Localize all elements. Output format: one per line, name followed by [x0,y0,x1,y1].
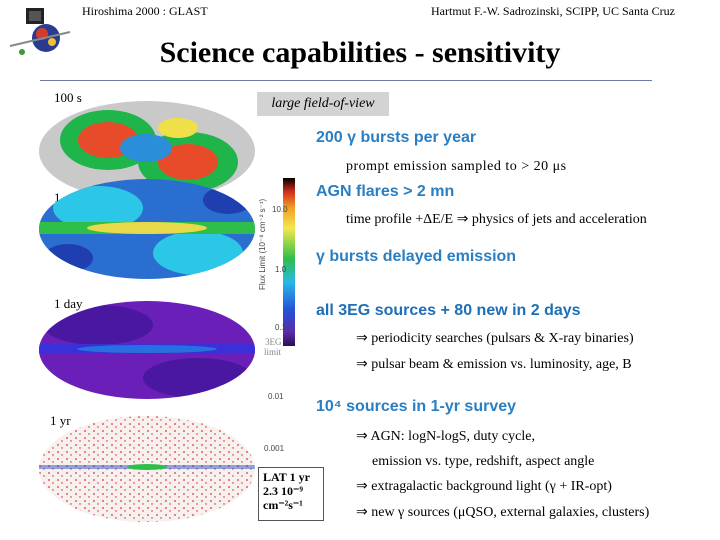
lat-sensitivity-box: LAT 1 yr 2.3 10⁻⁹ cm⁻²s⁻¹ [258,467,324,521]
egret-limit-line2: limit [264,347,282,357]
header-right: Hartmut F.-W. Sadrozinski, SCIPP, UC San… [431,4,675,18]
survey-sources: 10⁴ sources in 1-yr survey [316,398,517,415]
egret-sources: all 3EG sources + 80 new in 2 days [316,302,581,319]
tick-0-01: 0.01 [268,392,284,401]
emission-type: emission vs. type, redshift, aspect angl… [372,454,595,469]
time-profile: time profile +ΔE/E ⇒ physics of jets and… [346,212,647,227]
prompt-emission: prompt emission sampled to > 20 μs [346,159,567,174]
periodicity: ⇒ periodicity searches (pulsars & X-ray … [356,331,634,346]
flux-colorbar [283,178,295,346]
page-title: Science capabilities - sensitivity [159,36,561,69]
delayed-emission: γ bursts delayed emission [316,248,517,265]
pulsar-beam: ⇒ pulsar beam & emission vs. luminosity,… [356,357,632,372]
colorbar-axis-label: Flux Limit (10⁻⁸ cm⁻² s⁻¹) [258,198,267,290]
tick-10: 10.0 [272,205,288,214]
tick-1: 1.0 [275,265,287,274]
new-sources: ⇒ new γ sources (μQSO, external galaxies… [356,505,650,520]
sky-map-1yr [39,416,255,522]
sky-label-1yr: 1 yr [50,413,71,428]
agn-logn: ⇒ AGN: logN-logS, duty cycle, [356,429,535,444]
header-left: Hiroshima 2000 : GLAST [82,4,208,18]
egret-limit-line1: 3EG [265,337,282,347]
title-divider [40,80,652,81]
sky-map-1day [39,301,255,399]
extragalactic-background: ⇒ extragalactic background light (γ + IR… [356,479,612,494]
agn-flares: AGN flares > 2 mn [316,183,455,200]
lat-line3: cm⁻²s⁻¹ [263,498,303,512]
glast-logo-icon [9,8,71,55]
field-of-view-label: large field-of-view [257,92,389,116]
sky-label-1day: 1 day [54,296,83,311]
tick-0-001: 0.001 [264,444,285,453]
tick-0-1: 0.1 [275,323,287,332]
grb-rate: 200 γ bursts per year [316,129,477,146]
lat-line1: LAT 1 yr [263,470,310,484]
sky-map-1orbit [39,179,255,279]
sky-label-100s: 100 s [54,90,82,105]
lat-line2: 2.3 10⁻⁹ [263,484,303,498]
